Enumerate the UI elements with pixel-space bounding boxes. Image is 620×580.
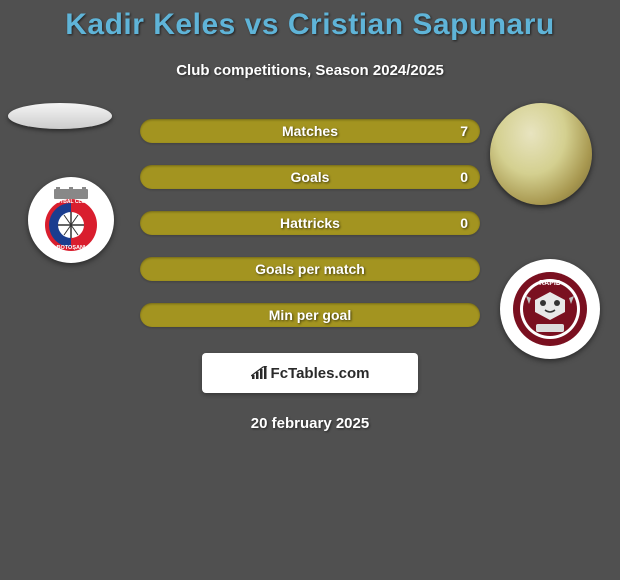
stat-bar-goals-per-match: Goals per match bbox=[140, 257, 480, 281]
brand-box: FcTables.com bbox=[202, 353, 418, 393]
brand-text: FcTables.com bbox=[251, 365, 370, 382]
stat-bar-min-per-goal: Min per goal bbox=[140, 303, 480, 327]
player-left-avatar bbox=[8, 103, 112, 129]
infographic-container: Kadir Keles vs Cristian Sapunaru Club co… bbox=[0, 0, 620, 432]
rapid-badge-icon: RAPID bbox=[511, 270, 589, 348]
player-photo-placeholder bbox=[8, 103, 112, 129]
club-badge-right: RAPID bbox=[500, 259, 600, 359]
stats-list: Matches 7 Goals 0 Hattricks 0 Goals per … bbox=[140, 119, 480, 327]
stat-label: Goals bbox=[291, 169, 330, 185]
chart-icon bbox=[251, 366, 269, 380]
subtitle: Club competitions, Season 2024/2025 bbox=[0, 62, 620, 79]
page-title: Kadir Keles vs Cristian Sapunaru bbox=[0, 0, 620, 42]
stat-label: Matches bbox=[282, 123, 338, 139]
stat-bar-goals: Goals 0 bbox=[140, 165, 480, 189]
date-text: 20 february 2025 bbox=[0, 415, 620, 432]
stat-value: 0 bbox=[460, 169, 468, 185]
svg-text:BOTOȘANI: BOTOȘANI bbox=[57, 245, 86, 251]
stat-label: Hattricks bbox=[280, 215, 340, 231]
botosani-badge-icon: FOTBAL CLUB BOTOȘANI bbox=[36, 185, 106, 255]
svg-text:RAPID: RAPID bbox=[539, 280, 561, 287]
player-right-avatar bbox=[490, 103, 592, 205]
stat-label: Goals per match bbox=[255, 261, 365, 277]
stat-bar-matches: Matches 7 bbox=[140, 119, 480, 143]
stat-bar-hattricks: Hattricks 0 bbox=[140, 211, 480, 235]
club-badge-left: FOTBAL CLUB BOTOȘANI bbox=[28, 177, 114, 263]
player-photo-right bbox=[490, 103, 592, 205]
svg-text:FOTBAL CLUB: FOTBAL CLUB bbox=[53, 199, 89, 205]
stat-value: 7 bbox=[460, 123, 468, 139]
brand-label: FcTables.com bbox=[271, 365, 370, 382]
stat-label: Min per goal bbox=[269, 307, 351, 323]
content-area: FOTBAL CLUB BOTOȘANI RAPID bbox=[0, 119, 620, 327]
stat-value: 0 bbox=[460, 215, 468, 231]
